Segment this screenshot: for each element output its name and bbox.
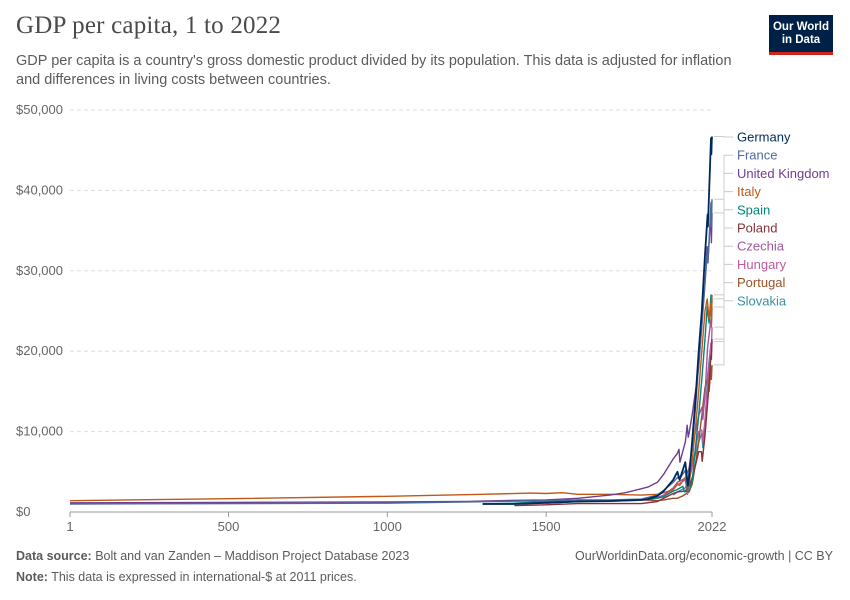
legend-label-italy: Italy — [737, 184, 761, 199]
x-tick-label: 1 — [66, 519, 73, 534]
y-tick-label: $20,000 — [16, 343, 63, 358]
credit-link[interactable]: OurWorldinData.org/economic-growth | CC … — [575, 549, 833, 563]
x-tick-label: 2022 — [698, 519, 727, 534]
y-tick-label: $30,000 — [16, 263, 63, 278]
legend-labels: Germany France United Kingdom Italy Spain Pol… — [714, 130, 830, 366]
series-line-france — [69, 199, 713, 505]
y-axis-tick-labels: $0 $10,000 $20,000 $30,000 $40,000 $50,000 — [16, 102, 63, 519]
x-tick-label: 1000 — [373, 519, 402, 534]
legend-label-hungary: Hungary — [737, 257, 787, 272]
gridlines — [70, 109, 712, 433]
legend-label-united-kingdom: United Kingdom — [737, 166, 830, 181]
logo-line-1: Our World — [772, 20, 829, 33]
y-tick-label: $40,000 — [16, 182, 63, 197]
data-note-text: This data is expressed in international-… — [51, 570, 357, 584]
legend-label-slovakia: Slovakia — [737, 293, 787, 308]
chart-subtitle: GDP per capita is a country's gross dome… — [16, 53, 732, 88]
x-tick-label: 500 — [218, 519, 240, 534]
x-axis: 1 500 1000 1500 2022 — [66, 511, 727, 534]
legend-label-france: France — [737, 148, 777, 163]
chart-title: GDP per capita, 1 to 2022 — [16, 12, 282, 39]
data-source: Data source: Bolt and van Zanden – Maddi… — [16, 549, 409, 563]
y-tick-label: $0 — [16, 504, 30, 519]
legend-label-spain: Spain — [737, 202, 770, 217]
connector-germany — [714, 136, 733, 138]
owid-logo[interactable]: Our World in Data — [769, 15, 833, 55]
data-source-text[interactable]: Bolt and van Zanden – Maddison Project D… — [95, 549, 410, 563]
legend-label-poland: Poland — [737, 221, 777, 236]
legend-label-czechia: Czechia — [737, 239, 785, 254]
data-note-label: Note: — [16, 570, 48, 584]
data-note: Note: This data is expressed in internat… — [16, 570, 357, 584]
logo-line-2: in Data — [781, 33, 821, 46]
y-tick-label: $10,000 — [16, 424, 63, 439]
series-line-united-kingdom — [69, 209, 713, 504]
series-lines — [69, 136, 713, 507]
connector-slovakia — [714, 300, 733, 343]
data-source-label: Data source: — [16, 549, 92, 563]
series-line-italy — [69, 294, 713, 502]
y-tick-label: $50,000 — [16, 102, 63, 117]
legend-label-portugal: Portugal — [737, 275, 786, 290]
legend-label-germany: Germany — [737, 130, 791, 145]
x-tick-label: 1500 — [532, 519, 561, 534]
series-line-germany — [482, 136, 713, 505]
